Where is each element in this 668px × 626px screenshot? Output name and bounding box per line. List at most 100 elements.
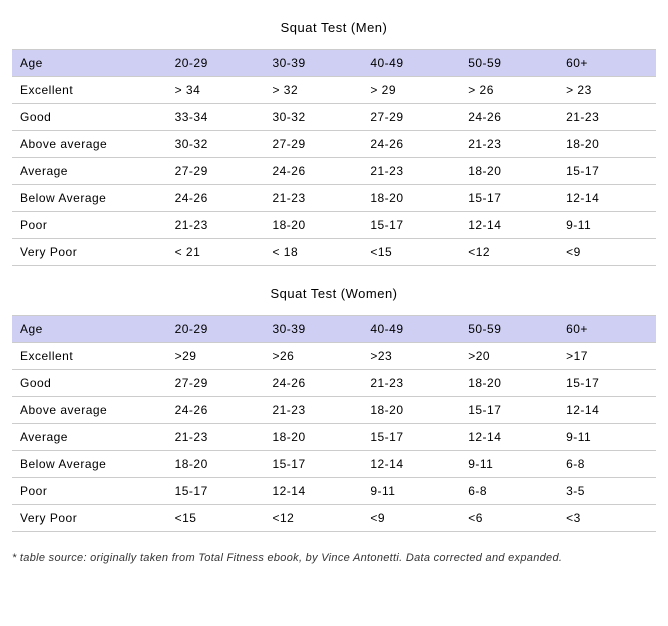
table-cell: 21-23 [362, 158, 460, 185]
table-cell: 21-23 [264, 185, 362, 212]
table-cell: 12-14 [460, 424, 558, 451]
table-cell: 9-11 [362, 478, 460, 505]
table-cell: 3-5 [558, 478, 656, 505]
table-cell: <3 [558, 505, 656, 532]
table-body-women: Excellent>29>26>23>20>17Good27-2924-2621… [12, 343, 656, 532]
table-cell: 33-34 [167, 104, 265, 131]
col-header: 20-29 [167, 50, 265, 77]
table-row: Poor15-1712-149-116-83-5 [12, 478, 656, 505]
table-cell: Below Average [12, 451, 167, 478]
table-title-women: Squat Test (Women) [12, 286, 656, 301]
table-header-row: Age 20-29 30-39 40-49 50-59 60+ [12, 316, 656, 343]
table-cell: Average [12, 424, 167, 451]
table-row: Above average24-2621-2318-2015-1712-14 [12, 397, 656, 424]
table-cell: <15 [362, 239, 460, 266]
table-cell: Poor [12, 212, 167, 239]
table-cell: <9 [362, 505, 460, 532]
table-cell: <15 [167, 505, 265, 532]
table-cell: 9-11 [558, 212, 656, 239]
table-cell: 6-8 [558, 451, 656, 478]
table-cell: 27-29 [167, 370, 265, 397]
table-cell: >29 [167, 343, 265, 370]
col-header: 50-59 [460, 50, 558, 77]
table-cell: Excellent [12, 77, 167, 104]
table-cell: 21-23 [558, 104, 656, 131]
table-cell: 18-20 [167, 451, 265, 478]
table-cell: 24-26 [460, 104, 558, 131]
table-cell: Above average [12, 397, 167, 424]
table-cell: 12-14 [460, 212, 558, 239]
table-row: Good27-2924-2621-2318-2015-17 [12, 370, 656, 397]
col-header: 60+ [558, 50, 656, 77]
table-cell: 30-32 [167, 131, 265, 158]
table-cell: 18-20 [264, 424, 362, 451]
table-cell: Poor [12, 478, 167, 505]
col-header: 60+ [558, 316, 656, 343]
table-cell: >20 [460, 343, 558, 370]
table-cell: Average [12, 158, 167, 185]
col-header: 40-49 [362, 50, 460, 77]
table-row: Poor21-2318-2015-1712-149-11 [12, 212, 656, 239]
table-cell: 21-23 [167, 424, 265, 451]
col-header: Age [12, 50, 167, 77]
table-cell: Very Poor [12, 239, 167, 266]
table-cell: Good [12, 370, 167, 397]
table-cell: <12 [264, 505, 362, 532]
table-cell: 18-20 [362, 397, 460, 424]
table-cell: 27-29 [362, 104, 460, 131]
col-header: Age [12, 316, 167, 343]
table-cell: 15-17 [167, 478, 265, 505]
col-header: 20-29 [167, 316, 265, 343]
table-cell: 15-17 [558, 370, 656, 397]
table-body-men: Excellent> 34> 32> 29> 26> 23Good33-3430… [12, 77, 656, 266]
table-row: Good33-3430-3227-2924-2621-23 [12, 104, 656, 131]
table-row: Above average30-3227-2924-2621-2318-20 [12, 131, 656, 158]
table-title-men: Squat Test (Men) [12, 20, 656, 35]
col-header: 40-49 [362, 316, 460, 343]
table-cell: 24-26 [264, 158, 362, 185]
footnote: * table source: originally taken from To… [12, 552, 656, 564]
table-cell: 18-20 [558, 131, 656, 158]
col-header: 50-59 [460, 316, 558, 343]
table-cell: 15-17 [558, 158, 656, 185]
table-cell: 24-26 [167, 185, 265, 212]
table-cell: Excellent [12, 343, 167, 370]
table-cell: 18-20 [460, 158, 558, 185]
table-cell: 12-14 [264, 478, 362, 505]
table-cell: >23 [362, 343, 460, 370]
table-cell: 9-11 [460, 451, 558, 478]
table-cell: < 21 [167, 239, 265, 266]
table-row: Average21-2318-2015-1712-149-11 [12, 424, 656, 451]
table-cell: 27-29 [167, 158, 265, 185]
table-cell: 12-14 [362, 451, 460, 478]
table-cell: 12-14 [558, 185, 656, 212]
table-cell: 12-14 [558, 397, 656, 424]
table-cell: 21-23 [362, 370, 460, 397]
table-row: Excellent>29>26>23>20>17 [12, 343, 656, 370]
table-cell: 24-26 [264, 370, 362, 397]
table-cell: 30-32 [264, 104, 362, 131]
table-row: Very Poor<15<12<9<6<3 [12, 505, 656, 532]
table-cell: Good [12, 104, 167, 131]
table-cell: 21-23 [167, 212, 265, 239]
table-cell: <12 [460, 239, 558, 266]
table-cell: 18-20 [460, 370, 558, 397]
table-cell: 18-20 [264, 212, 362, 239]
table-cell: 9-11 [558, 424, 656, 451]
table-cell: < 18 [264, 239, 362, 266]
table-cell: 27-29 [264, 131, 362, 158]
table-cell: <6 [460, 505, 558, 532]
table-row: Excellent> 34> 32> 29> 26> 23 [12, 77, 656, 104]
table-cell: > 23 [558, 77, 656, 104]
table-cell: >26 [264, 343, 362, 370]
table-cell: > 34 [167, 77, 265, 104]
table-row: Below Average18-2015-1712-149-116-8 [12, 451, 656, 478]
table-cell: > 26 [460, 77, 558, 104]
table-cell: 15-17 [264, 451, 362, 478]
squat-table-women: Age 20-29 30-39 40-49 50-59 60+ Excellen… [12, 315, 656, 532]
table-row: Very Poor< 21< 18<15<12<9 [12, 239, 656, 266]
table-cell: 6-8 [460, 478, 558, 505]
table-cell: 18-20 [362, 185, 460, 212]
table-cell: 24-26 [167, 397, 265, 424]
table-cell: 15-17 [362, 212, 460, 239]
